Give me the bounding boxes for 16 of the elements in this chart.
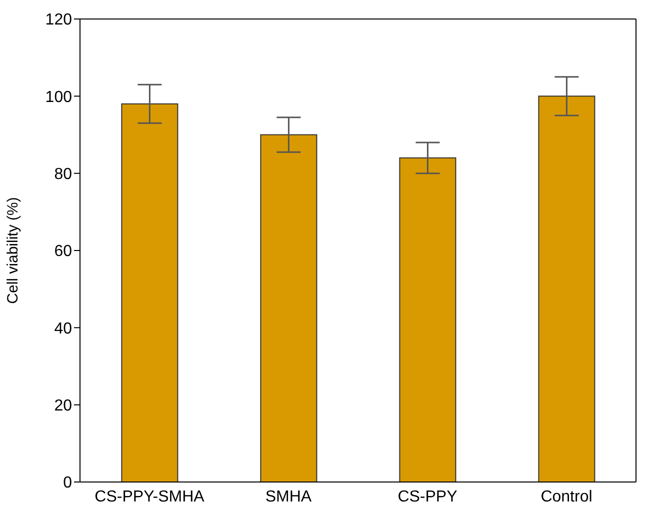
bar — [121, 103, 178, 482]
y-tick-label: 80 — [54, 166, 72, 184]
bar — [260, 134, 318, 482]
x-tick-label: CS-PPY — [398, 488, 458, 506]
x-tick-label: Control — [540, 488, 592, 506]
x-tick-label: SMHA — [265, 488, 312, 506]
y-tick-label: 120 — [45, 12, 72, 29]
y-tick-label: 0 — [63, 474, 72, 492]
y-axis-title: Cell viability (%) — [4, 197, 22, 304]
y-tick-label: 20 — [54, 398, 72, 415]
bar — [399, 157, 456, 482]
y-tick-label: 100 — [45, 88, 72, 106]
y-tick-label: 60 — [54, 243, 72, 260]
x-tick-label: CS-PPY-SMHA — [94, 488, 205, 506]
bar — [538, 96, 596, 482]
y-tick-label: 40 — [54, 320, 72, 338]
